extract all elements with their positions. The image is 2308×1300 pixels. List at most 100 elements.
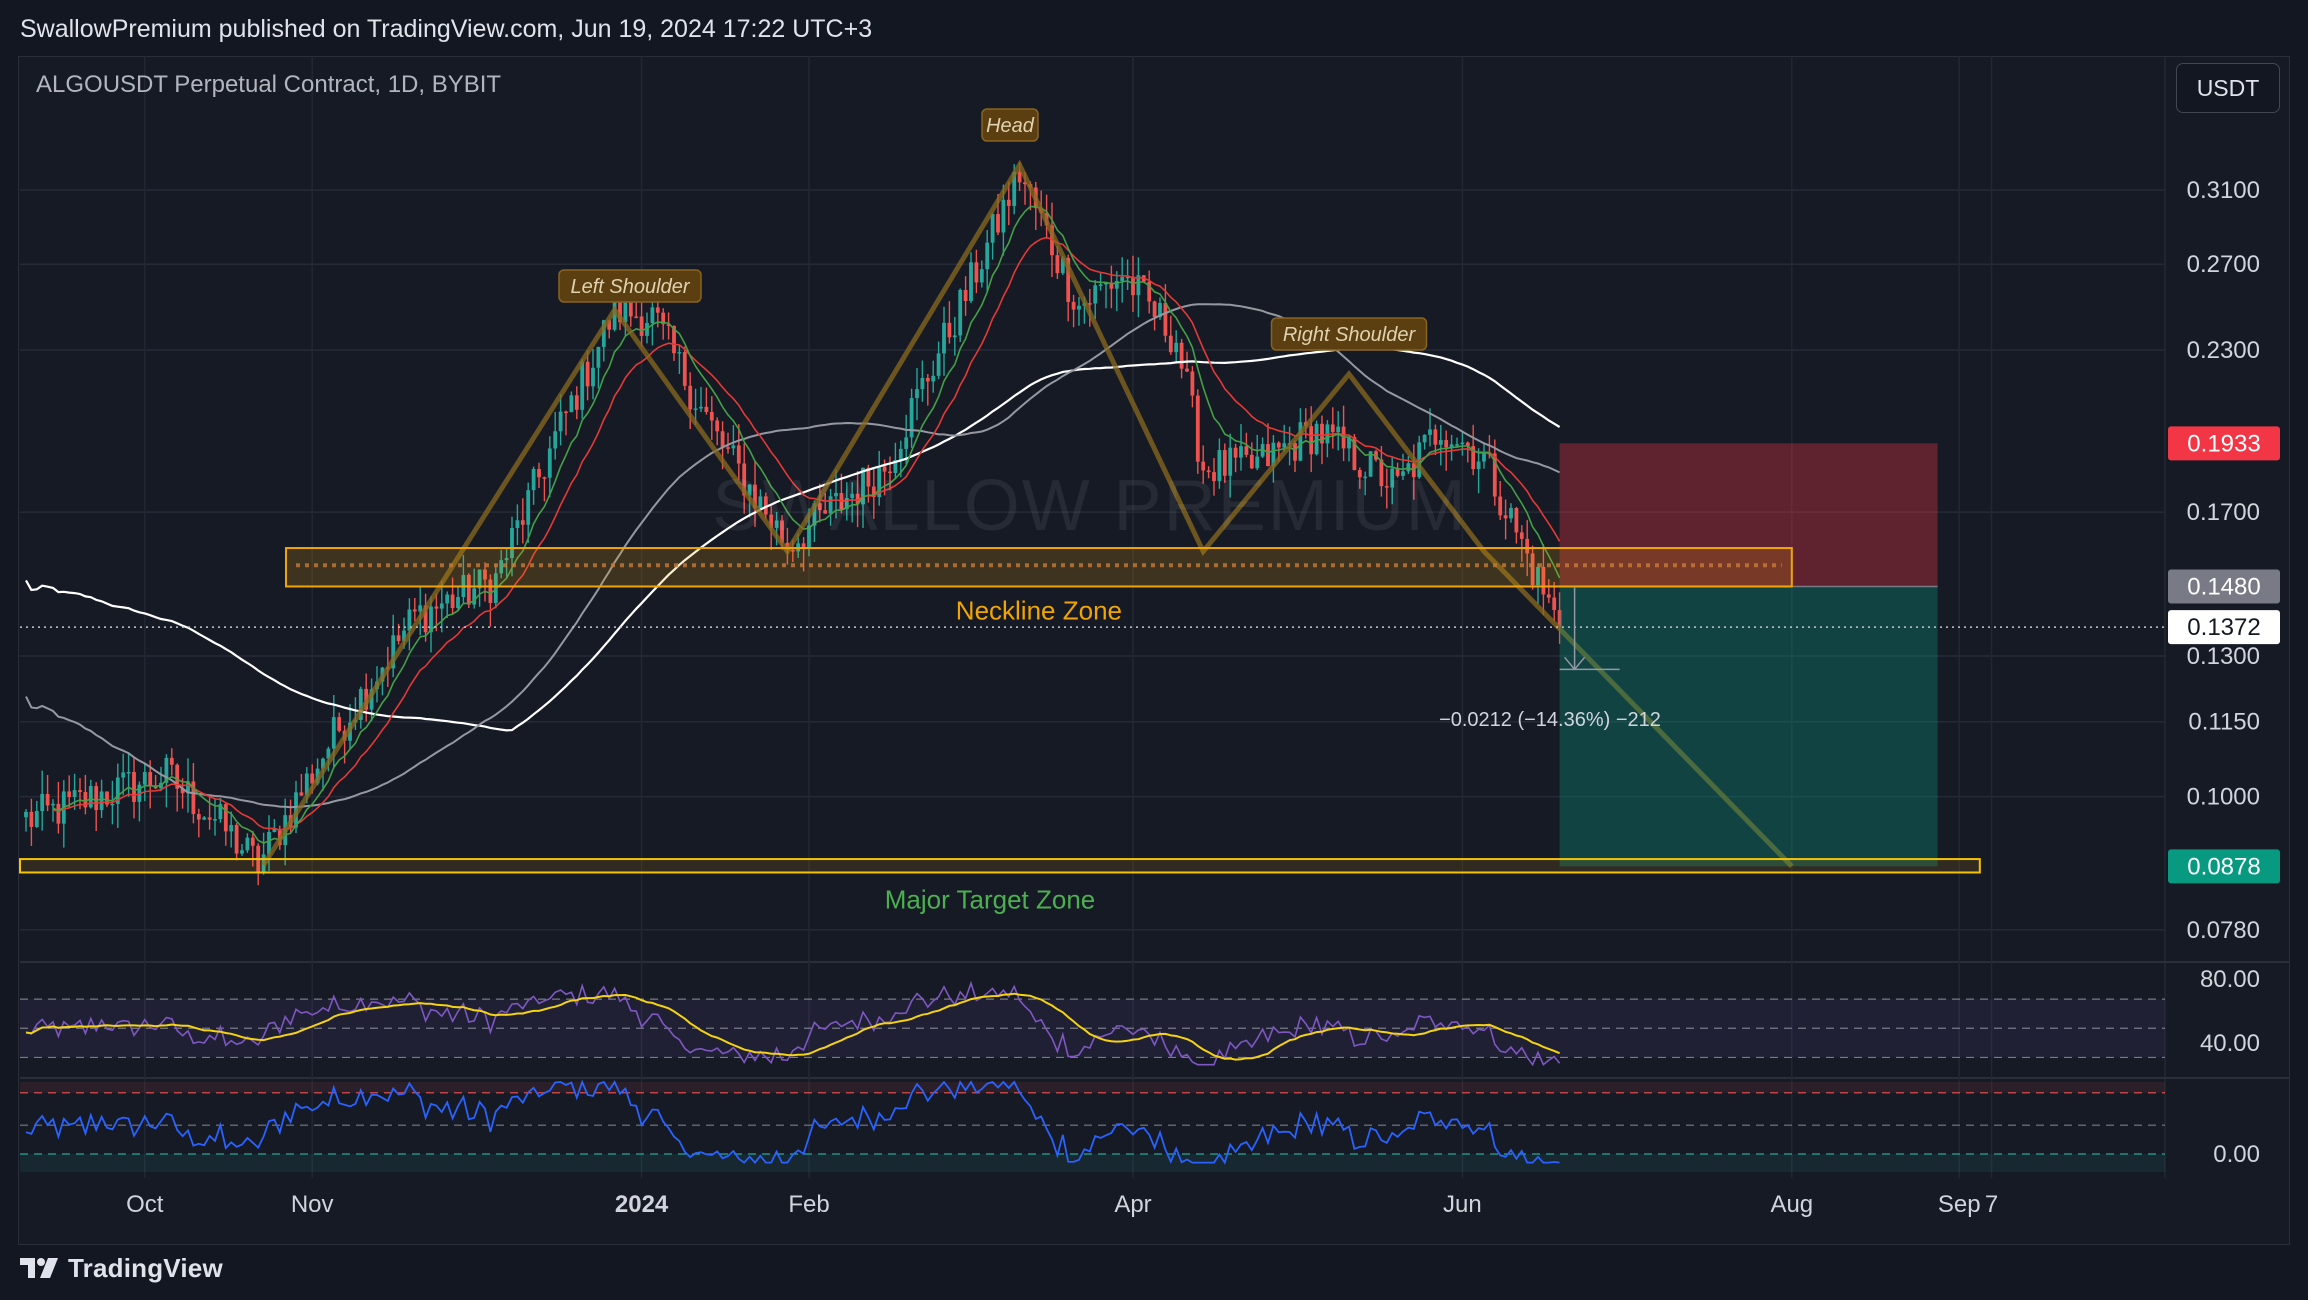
candle-body bbox=[207, 817, 212, 820]
candle-body bbox=[1195, 395, 1200, 462]
candle-body bbox=[1179, 342, 1184, 369]
price-tag-stop bbox=[2168, 426, 2280, 461]
candle-body bbox=[866, 467, 871, 487]
candle-body bbox=[1071, 301, 1076, 310]
x-tick-label: Sep bbox=[1938, 1191, 1981, 1218]
candle-body bbox=[1336, 426, 1341, 433]
candle-body bbox=[1114, 280, 1119, 289]
candle-body bbox=[148, 772, 153, 787]
y-tick-label: 0.3100 bbox=[2187, 177, 2260, 204]
candle-body bbox=[418, 605, 423, 612]
candle-body bbox=[585, 361, 590, 387]
x-tick-label: Aug bbox=[1770, 1191, 1813, 1218]
candle-body bbox=[1379, 459, 1384, 487]
candle-body bbox=[1557, 610, 1562, 628]
candle-body bbox=[1546, 594, 1551, 598]
candle-body bbox=[1492, 453, 1497, 497]
candle-body bbox=[1298, 422, 1303, 461]
candle-body bbox=[1228, 447, 1233, 476]
rsi-tick-label: 80.00 bbox=[2200, 966, 2260, 993]
x-tick-label: 7 bbox=[1985, 1191, 1998, 1218]
currency-button[interactable]: USDT bbox=[2176, 63, 2280, 113]
candle-body bbox=[580, 361, 585, 410]
candle-body bbox=[871, 486, 876, 498]
pattern-label-box bbox=[1270, 317, 1428, 351]
candle-body bbox=[607, 320, 612, 330]
tradingview-logo[interactable]: TradingView bbox=[20, 1250, 223, 1286]
candle-body bbox=[1158, 303, 1162, 318]
candle-body bbox=[1098, 284, 1103, 286]
candle-body bbox=[202, 817, 207, 820]
x-tick-label: Apr bbox=[1114, 1191, 1151, 1218]
candle-body bbox=[1104, 282, 1108, 285]
candle-body bbox=[747, 484, 752, 496]
candle-body bbox=[1465, 442, 1470, 447]
candle-body bbox=[693, 408, 698, 410]
candle-body bbox=[942, 322, 946, 354]
candle-body bbox=[1087, 303, 1092, 305]
candle-body bbox=[1401, 471, 1405, 476]
pattern-label: Head bbox=[986, 115, 1035, 137]
candle-body bbox=[1541, 566, 1546, 595]
candle-body bbox=[661, 312, 666, 325]
candle-body bbox=[1077, 305, 1081, 310]
osc-tick-label: 0.00 bbox=[2213, 1141, 2260, 1168]
candle-body bbox=[45, 794, 50, 806]
take-profit-box bbox=[1559, 586, 1938, 867]
candle-body bbox=[121, 772, 126, 778]
candle-body bbox=[1438, 440, 1443, 445]
candle-body bbox=[1136, 275, 1141, 296]
candle-body bbox=[88, 786, 93, 808]
candle-body bbox=[434, 606, 439, 609]
candle-body bbox=[1433, 429, 1438, 445]
candle-body bbox=[1471, 446, 1476, 470]
candle-body bbox=[742, 463, 747, 496]
pattern-label: Right Shoulder bbox=[1283, 324, 1417, 346]
candle-body bbox=[1455, 444, 1459, 446]
candle-body bbox=[823, 510, 828, 514]
candle-body bbox=[634, 316, 639, 318]
candle-body bbox=[861, 467, 865, 505]
candle-body bbox=[553, 431, 558, 449]
candle-body bbox=[1012, 171, 1017, 206]
candle-body bbox=[234, 825, 239, 854]
candle-body bbox=[996, 214, 1000, 233]
candle-body bbox=[564, 411, 568, 414]
rsi-tick-label: 40.00 bbox=[2200, 1030, 2260, 1057]
candle-body bbox=[1185, 368, 1189, 372]
head-shoulders-pattern-line bbox=[261, 159, 1794, 869]
candle-body bbox=[801, 543, 806, 549]
symbol-title[interactable]: ALGOUSDT Perpetual Contract, 1D, BYBIT bbox=[36, 71, 502, 98]
rsi-line bbox=[25, 980, 1561, 1067]
candle-body bbox=[807, 525, 811, 549]
candle-body bbox=[736, 445, 741, 464]
candle-body bbox=[731, 445, 736, 449]
candle-body bbox=[877, 466, 882, 498]
candle-body bbox=[834, 493, 838, 497]
candle-body bbox=[326, 748, 331, 759]
candle-body bbox=[780, 520, 784, 543]
candle-body bbox=[1363, 476, 1368, 479]
candle-body bbox=[1147, 281, 1152, 302]
candle-body bbox=[472, 588, 477, 605]
candle-body bbox=[1163, 303, 1168, 336]
candle-body bbox=[218, 804, 223, 820]
candle-body bbox=[1255, 456, 1260, 469]
candle-body bbox=[1060, 257, 1065, 274]
candle-body bbox=[1001, 199, 1006, 233]
x-tick-label: 2024 bbox=[615, 1191, 669, 1218]
candle-body bbox=[391, 635, 396, 669]
top-bar: SwallowPremium published on TradingView.… bbox=[0, 0, 2308, 56]
candle-body bbox=[132, 772, 136, 802]
x-tick-label: Oct bbox=[126, 1191, 164, 1218]
candle-body bbox=[142, 772, 147, 785]
candle-body bbox=[450, 594, 455, 608]
candle-body bbox=[196, 814, 201, 820]
candle-body bbox=[1217, 450, 1222, 482]
candle-body bbox=[1017, 171, 1022, 183]
candle-body bbox=[1320, 423, 1324, 444]
candle-body bbox=[445, 594, 450, 604]
candle-body bbox=[628, 298, 633, 317]
candle-body bbox=[1260, 444, 1265, 457]
